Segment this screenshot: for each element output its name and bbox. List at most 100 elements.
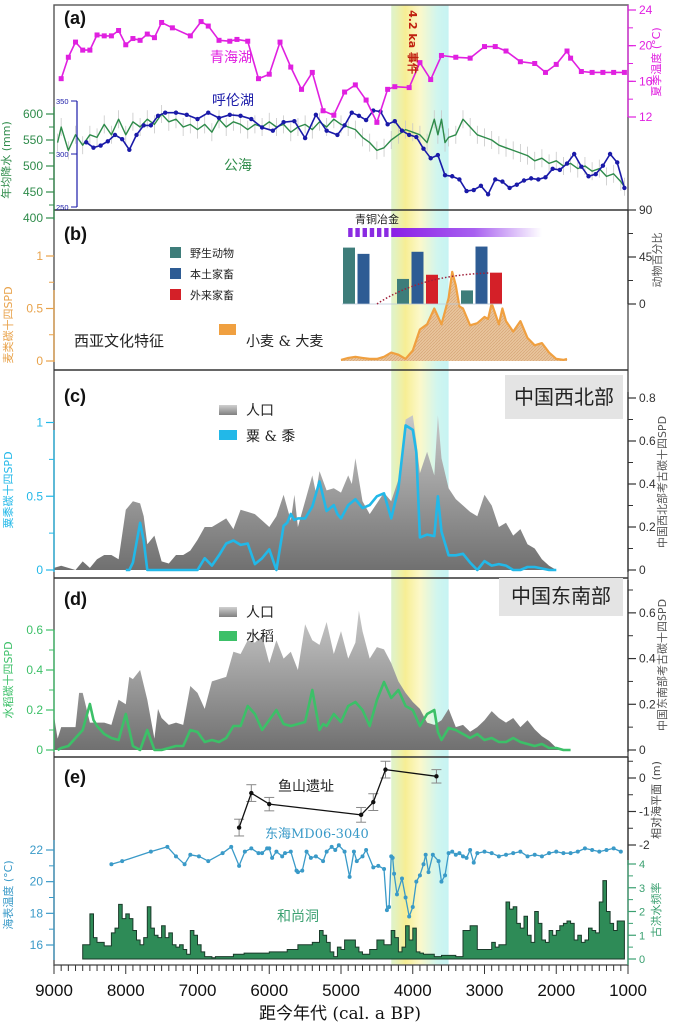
series-line-wheat-barley (340, 270, 568, 361)
tick-label: 18 (30, 906, 44, 920)
series-line-sst (111, 844, 622, 918)
legend-label: 本土家畜 (190, 267, 234, 281)
sst-point (475, 851, 480, 856)
tick-label: 3 (639, 883, 645, 895)
sst-point (354, 859, 359, 864)
series-label-yushan: 鱼山遗址 (278, 778, 334, 795)
sst-point (384, 908, 389, 913)
tick-label: 16 (30, 938, 44, 952)
hulun-tick-label: 300 (56, 150, 69, 159)
qinghai-point (277, 39, 283, 45)
qinghai-point (198, 19, 204, 25)
legend-swatch-population (219, 607, 237, 617)
sst-point (575, 849, 580, 854)
axis-title: 麦类碳十四SPD (1, 286, 15, 363)
qinghai-point (482, 44, 487, 50)
sst-point (313, 854, 318, 859)
legend-swatch-population (219, 405, 237, 415)
sst-point (249, 846, 254, 851)
qinghai-point (234, 36, 240, 42)
sst-point (295, 870, 300, 875)
sst-point (360, 854, 365, 859)
yushan-point (383, 767, 388, 772)
tick-label: 90 (639, 203, 653, 217)
tick-label: 400 (23, 211, 43, 225)
sst-point (324, 849, 329, 854)
qinghai-point (187, 33, 193, 39)
animal-bar-late (475, 246, 488, 304)
sst-point (423, 852, 428, 857)
sst-point (539, 854, 544, 859)
tick-label: 22 (30, 843, 44, 857)
sst-point (407, 914, 412, 919)
tick-label: 0.6 (26, 623, 43, 637)
bronze-metallurgy-label: 青铜冶金 (355, 212, 399, 226)
sst-point (336, 843, 341, 848)
tick-label: 1 (639, 930, 645, 942)
legend-label: 粟 & 黍 (246, 429, 295, 445)
qinghai-point (363, 97, 369, 103)
tick-label: 0 (639, 563, 646, 577)
qinghai-point (73, 39, 79, 45)
hulun-point (206, 110, 211, 115)
sst-point (188, 852, 193, 857)
sst-point (471, 860, 476, 865)
yushan-point (249, 790, 254, 796)
hulun-point (173, 110, 179, 115)
sst-point (270, 855, 275, 860)
hulun-point (450, 174, 455, 179)
tick-label: 45 (639, 250, 653, 264)
legend-swatch-wheat (219, 324, 236, 335)
hulun-point (478, 183, 484, 188)
sst-point (611, 846, 616, 851)
hulun-point (363, 117, 369, 123)
bronze-metallurgy-dash (369, 228, 375, 237)
heshang-flood-steps (82, 880, 625, 960)
yushan-point (236, 825, 242, 830)
series-label-qinghai: 青海湖 (210, 50, 252, 66)
series-line-qinghai (60, 20, 625, 124)
sst-point (489, 851, 494, 856)
hulun-point (112, 132, 118, 138)
hulun-point (292, 118, 297, 124)
panel-label-a: (a) (64, 8, 86, 28)
legend-label: 人口 (246, 403, 274, 419)
sst-point (496, 854, 501, 859)
hulun-point (134, 132, 139, 138)
qinghai-point (101, 33, 107, 39)
sst-point (304, 849, 309, 854)
hulun-point (514, 182, 519, 187)
sst-point (547, 851, 552, 856)
sst-point (120, 859, 125, 864)
hulun-point (216, 115, 222, 121)
tick-label: 1 (36, 416, 43, 430)
x-tick-label: 9000 (35, 981, 73, 1000)
sst-point (196, 854, 201, 859)
sst-point (410, 905, 415, 909)
qinghai-point (299, 86, 305, 92)
qinghai-point (385, 86, 391, 92)
sst-point (430, 852, 435, 857)
sst-point (554, 849, 559, 854)
qinghai-point (255, 76, 261, 82)
hulun-point (84, 140, 89, 145)
legend-label: 水稻 (246, 629, 274, 645)
x-tick-label: 7000 (179, 981, 217, 1000)
qinghai-point (467, 55, 473, 61)
hulun-point (428, 156, 433, 161)
qinghai-point (266, 71, 272, 77)
sst-point (390, 855, 395, 860)
hulun-point (313, 112, 319, 117)
qinghai-point (417, 60, 423, 66)
qinghai-point (492, 44, 498, 50)
x-tick-label: 5000 (322, 981, 360, 1000)
hulun-point (349, 110, 354, 115)
legend-swatch-0 (170, 247, 181, 258)
legend-label: 野生动物 (190, 246, 234, 260)
yushan-point (358, 812, 364, 818)
qinghai-point (331, 112, 337, 118)
hulun-point (91, 145, 96, 150)
sst-point (403, 895, 408, 900)
sst-point (394, 892, 399, 897)
